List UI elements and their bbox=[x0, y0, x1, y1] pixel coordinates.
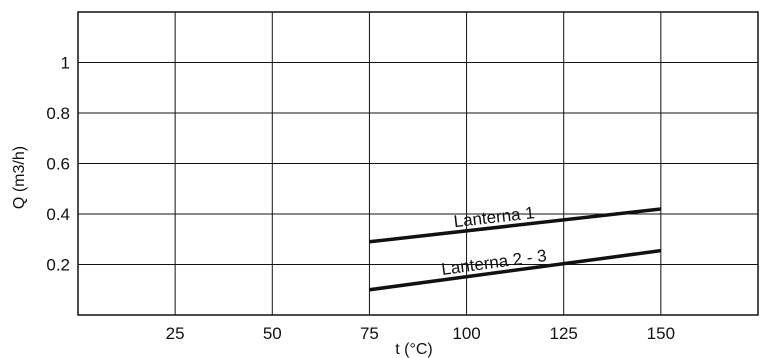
y-axis-label: Q (m3/h) bbox=[11, 146, 28, 209]
y-tick-label: 0.8 bbox=[46, 104, 70, 123]
x-tick-label: 50 bbox=[263, 324, 282, 343]
x-tick-label: 150 bbox=[647, 324, 675, 343]
x-tick-label: 125 bbox=[550, 324, 578, 343]
y-tick-label: 1 bbox=[61, 54, 70, 73]
series-line bbox=[369, 207, 662, 244]
y-tick-label: 0.6 bbox=[46, 155, 70, 174]
grid bbox=[78, 12, 758, 315]
x-tick-label: 25 bbox=[166, 324, 185, 343]
y-tick-label: 0.2 bbox=[46, 256, 70, 275]
plot-frame bbox=[77, 11, 759, 316]
y-tick-label: 0.4 bbox=[46, 205, 70, 224]
x-axis-label: t (°C) bbox=[395, 341, 433, 358]
x-tick-label: 100 bbox=[452, 324, 480, 343]
series-line bbox=[369, 248, 662, 292]
tick-labels: 25 50 75 100 125 150 0.2 0.4 0.6 0.8 1 bbox=[46, 54, 675, 344]
x-tick-label: 75 bbox=[360, 324, 379, 343]
